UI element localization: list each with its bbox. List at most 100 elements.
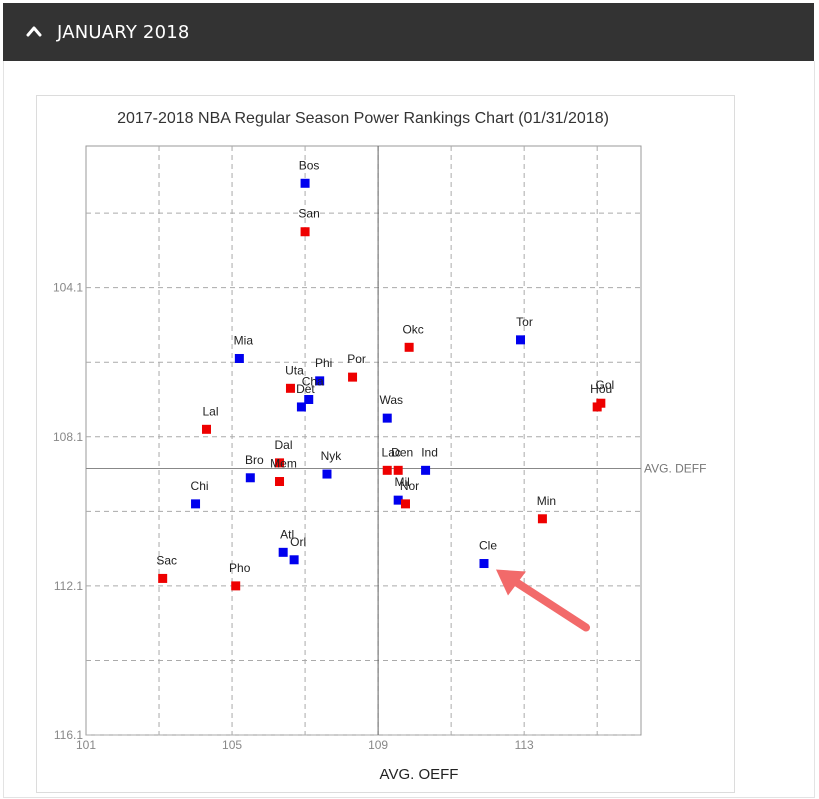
point-label: Lac [382, 445, 401, 459]
point-marker [592, 402, 602, 412]
scatter-chart: 2017-2018 NBA Regular Season Power Ranki… [53, 110, 706, 783]
x-tick-label: 105 [222, 738, 242, 752]
point-label: Tor [516, 315, 533, 329]
point-marker [201, 424, 211, 434]
team-point-cha: Cha [302, 374, 324, 404]
point-label: Ind [421, 445, 438, 459]
grid [85, 145, 642, 736]
team-point-nyk: Nyk [321, 449, 343, 479]
point-label: Den [391, 445, 413, 459]
point-label: Mia [234, 333, 254, 347]
arrow-head [495, 569, 526, 596]
team-point-uta: Uta [285, 363, 304, 393]
point-marker [393, 495, 403, 505]
point-marker [315, 376, 325, 386]
point-label: Bos [299, 158, 320, 172]
team-point-ind: Ind [421, 445, 438, 475]
point-marker [537, 514, 547, 524]
point-marker [300, 227, 310, 237]
point-marker [393, 465, 403, 475]
point-label: Orl [290, 535, 306, 549]
team-point-mem: Mem [270, 457, 297, 487]
point-marker [289, 555, 299, 565]
point-marker [404, 342, 414, 352]
point-marker [234, 353, 244, 363]
chevron-up-icon[interactable] [25, 23, 43, 41]
point-marker [382, 413, 392, 423]
point-label: Cle [479, 539, 497, 553]
plot-border [85, 145, 642, 736]
point-label: Uta [285, 363, 304, 377]
point-label: San [298, 207, 319, 221]
team-point-san: San [298, 207, 320, 237]
point-label: Hou [590, 382, 612, 396]
point-marker [382, 465, 392, 475]
team-point-bro: Bro [245, 453, 264, 483]
point-label: Phi [315, 356, 332, 370]
point-label: Por [347, 352, 366, 366]
x-tick-label: 113 [515, 738, 534, 752]
y-tick-label: 116.1 [54, 728, 83, 742]
team-point-phi: Phi [315, 356, 332, 386]
point-marker [479, 559, 489, 569]
point-label: Min [537, 494, 556, 508]
team-point-min: Min [537, 494, 556, 524]
team-point-den: Den [391, 445, 413, 475]
team-point-mia: Mia [234, 333, 254, 363]
x-axis-label: AVG. OEFF [380, 766, 459, 783]
team-point-dal: Dal [275, 438, 293, 468]
team-point-lac: Lac [382, 445, 401, 475]
annotation [495, 569, 590, 632]
point-marker [516, 335, 526, 345]
point-marker [304, 394, 314, 404]
team-point-mil: Mil [393, 475, 410, 505]
point-marker [191, 499, 201, 509]
point-label: Dal [275, 438, 293, 452]
team-point-pho: Pho [229, 561, 251, 591]
y-tick-label: 112.1 [54, 579, 83, 593]
y-tick-label: 104.1 [53, 281, 83, 295]
team-point-tor: Tor [516, 315, 533, 345]
point-label: Nyk [321, 449, 343, 463]
y-tick-label: 108.1 [53, 430, 83, 444]
point-marker [400, 499, 410, 509]
team-point-det: Det [296, 382, 315, 412]
team-point-orl: Orl [289, 535, 306, 565]
team-point-chi: Chi [191, 479, 209, 509]
team-point-sac: Sac [156, 553, 177, 583]
team-point-nor: Nor [400, 479, 419, 509]
team-point-por: Por [347, 352, 366, 382]
avg-deff-label: AVG. DEFF [644, 461, 706, 475]
point-marker [285, 383, 295, 393]
chart-title: 2017-2018 NBA Regular Season Power Ranki… [117, 110, 609, 127]
team-point-bos: Bos [299, 158, 320, 188]
section-header[interactable]: JANUARY 2018 [3, 3, 814, 61]
point-marker [158, 573, 168, 583]
point-marker [348, 372, 358, 382]
point-marker [275, 477, 285, 487]
team-point-okc: Okc [402, 322, 424, 352]
team-point-hou: Hou [590, 382, 612, 412]
reference-lines: AVG. DEFF [86, 146, 706, 735]
point-label: Lal [202, 404, 218, 418]
point-label: Chi [191, 479, 209, 493]
point-marker [278, 547, 288, 557]
point-marker [300, 178, 310, 188]
point-label: Nor [400, 479, 419, 493]
point-label: Okc [402, 322, 423, 336]
point-label: Sac [156, 553, 177, 567]
point-label: Mil [395, 475, 410, 489]
point-marker [245, 473, 255, 483]
team-point-lal: Lal [201, 404, 219, 434]
team-point-cle: Cle [479, 539, 497, 569]
point-marker [421, 465, 431, 475]
section-title: JANUARY 2018 [57, 21, 190, 43]
team-point-atl: Atl [278, 527, 294, 557]
point-marker [231, 581, 241, 591]
point-label: Was [379, 393, 403, 407]
chart-container: 2017-2018 NBA Regular Season Power Ranki… [36, 95, 735, 793]
arrow-shaft [507, 575, 590, 632]
x-tick-label: 109 [368, 738, 388, 752]
point-marker [322, 469, 332, 479]
